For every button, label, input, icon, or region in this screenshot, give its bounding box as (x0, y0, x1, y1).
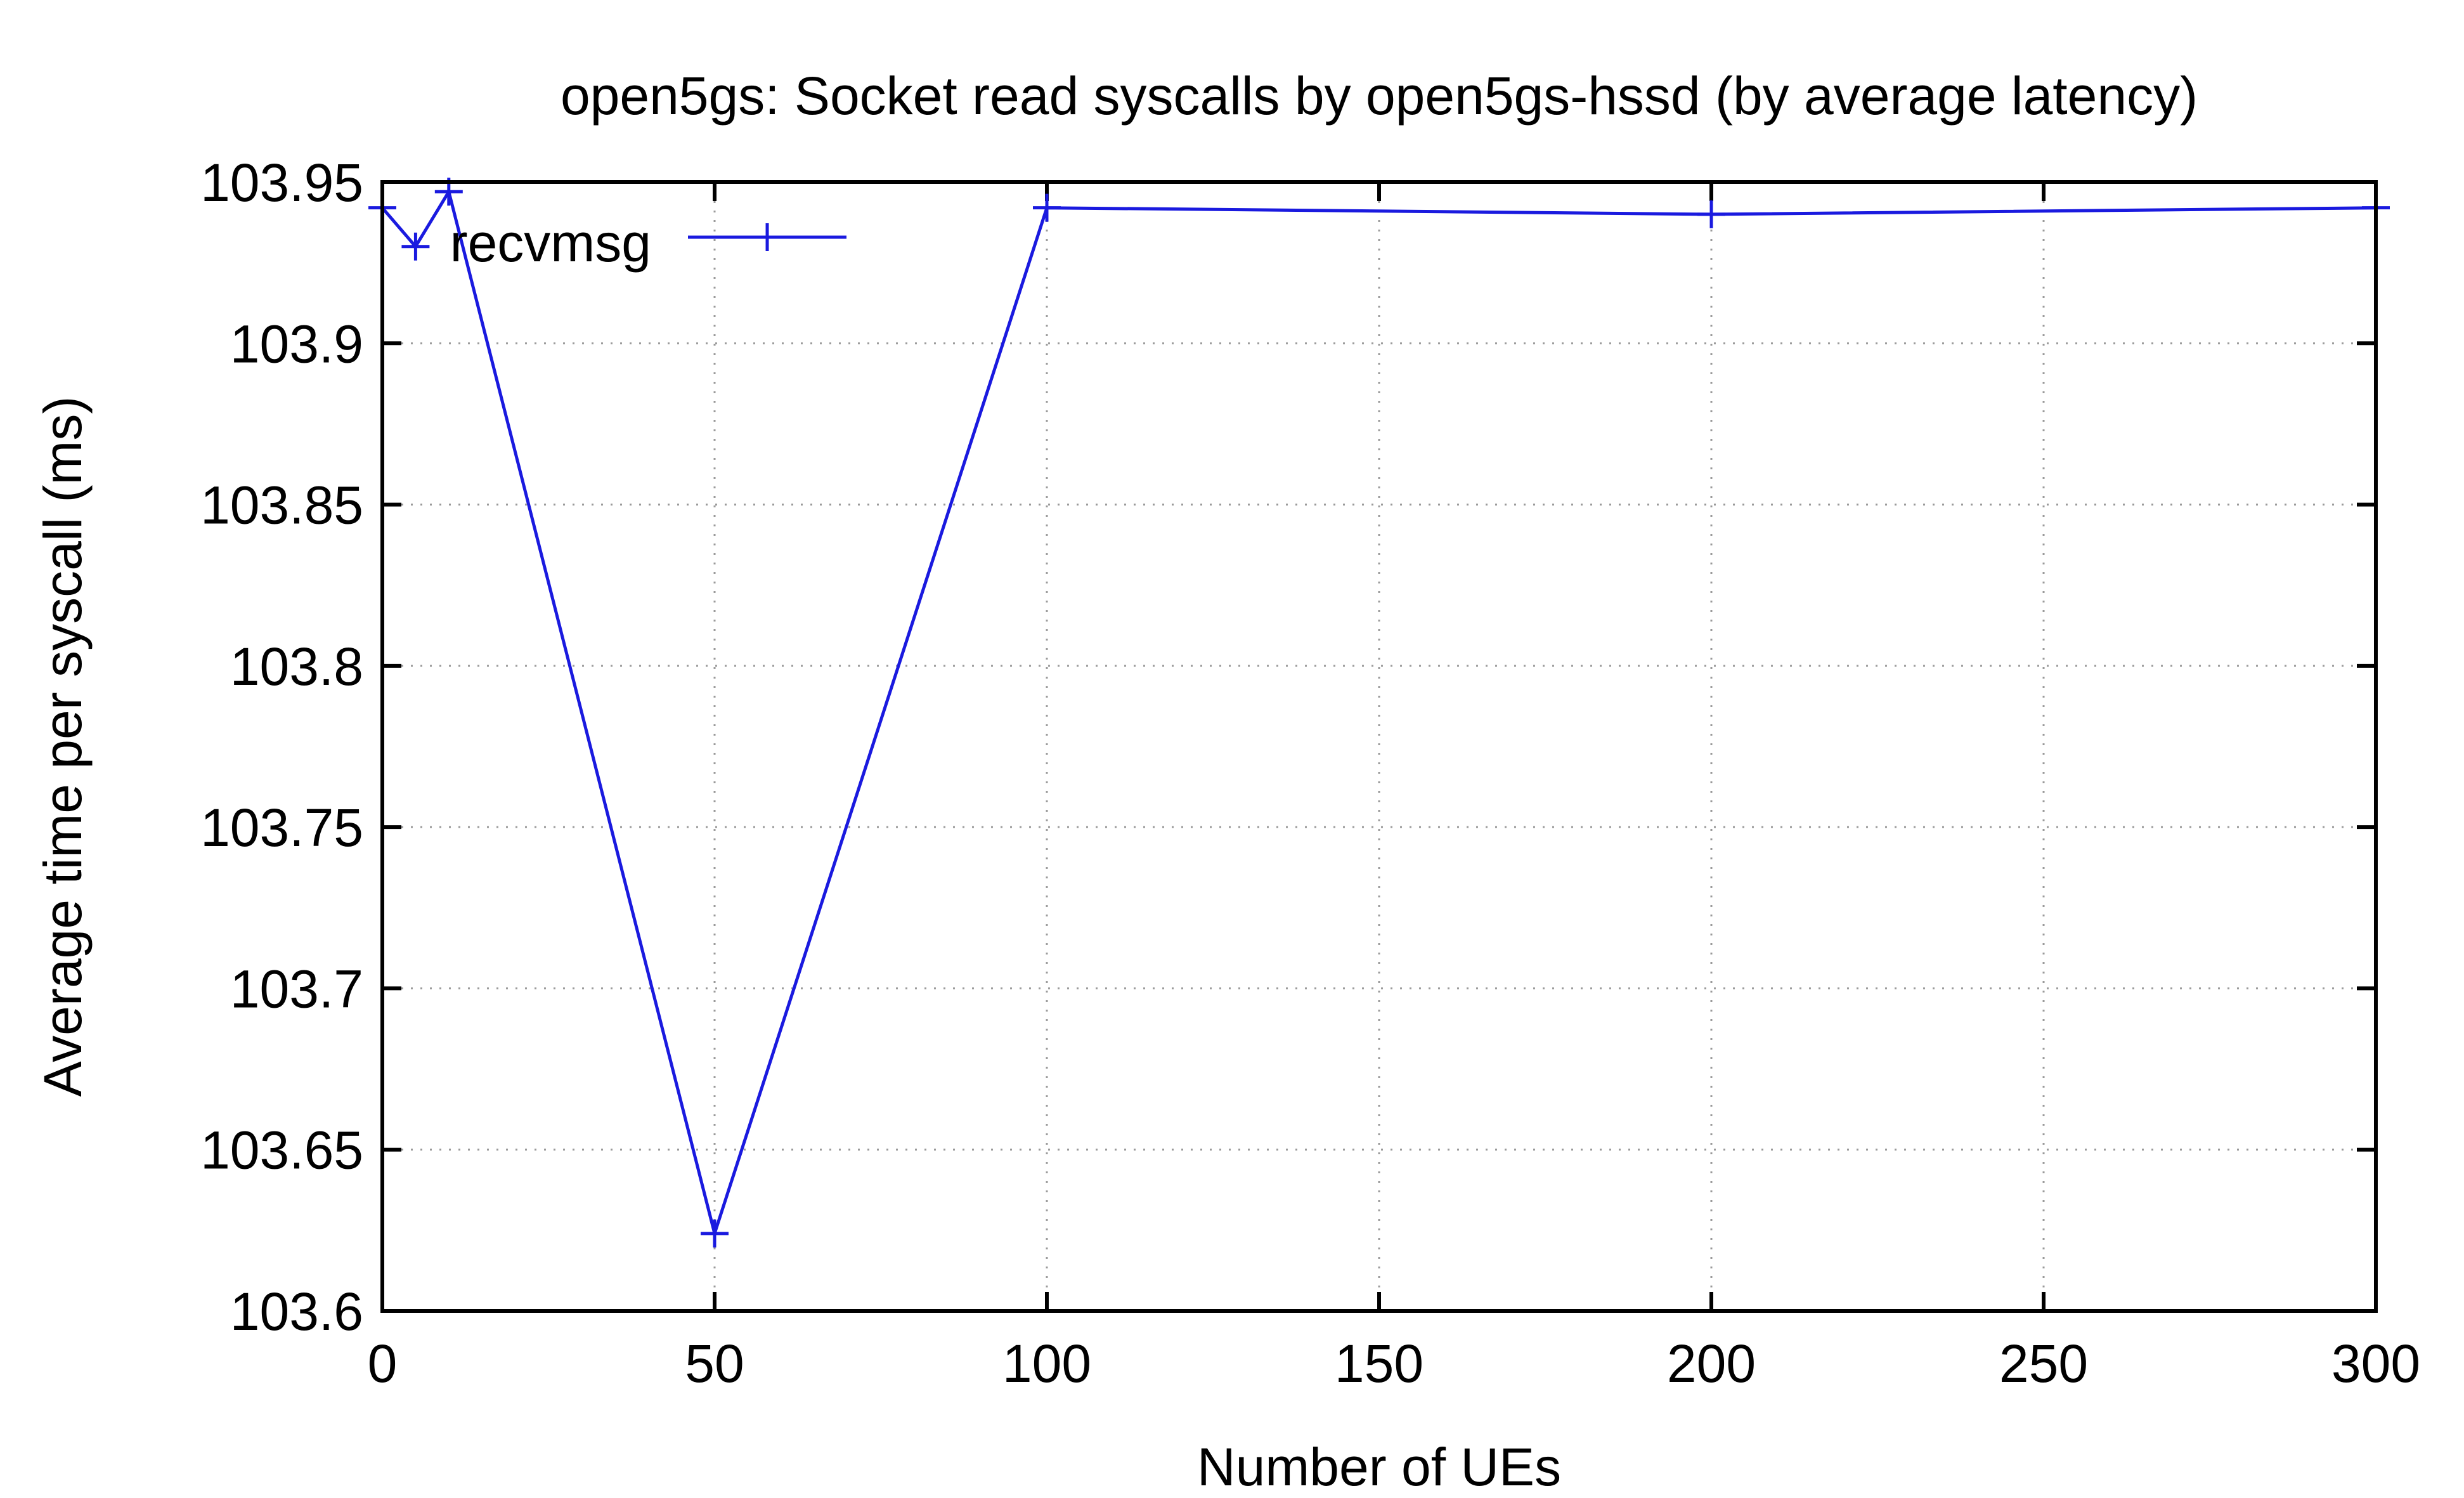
plot-frame (380, 180, 2378, 1313)
data-point-marker (701, 1219, 729, 1247)
data-point-marker (1697, 200, 1725, 228)
x-axis-label: Number of UEs (1197, 1437, 1561, 1497)
y-tick-label: 103.6 (230, 1282, 363, 1341)
legend: recvmsg (450, 213, 846, 273)
tick-marks (380, 180, 2378, 1313)
y-tick-labels: 103.6 103.65 103.7 103.75 103.8 103.85 103.9 10… (200, 153, 363, 1341)
y-tick-label: 103.7 (230, 959, 363, 1019)
x-tick-labels: 0 50 100 150 200 250 300 (368, 1334, 2420, 1393)
y-axis-label: Average time per syscall (ms) (33, 396, 93, 1097)
y-tick-label: 103.85 (200, 476, 363, 535)
x-tick-label: 0 (368, 1334, 398, 1393)
y-tick-label: 103.65 (200, 1121, 363, 1180)
x-tick-label: 250 (1999, 1334, 2088, 1393)
legend-label: recvmsg (450, 213, 651, 273)
y-tick-label: 103.9 (230, 314, 363, 374)
x-tick-label: 150 (1335, 1334, 1423, 1393)
x-tick-label: 300 (2331, 1334, 2420, 1393)
x-tick-label: 100 (1002, 1334, 1091, 1393)
y-tick-label: 103.8 (230, 637, 363, 696)
data-point-marker (1033, 193, 1061, 222)
data-point-marker (401, 232, 430, 261)
x-tick-label: 50 (685, 1334, 744, 1393)
y-tick-label: 103.75 (200, 798, 363, 857)
chart-title: open5gs: Socket read syscalls by open5gs… (561, 66, 2198, 126)
grid-lines (382, 182, 2376, 1311)
y-tick-label: 103.95 (200, 153, 363, 212)
x-tick-label: 200 (1667, 1334, 1756, 1393)
